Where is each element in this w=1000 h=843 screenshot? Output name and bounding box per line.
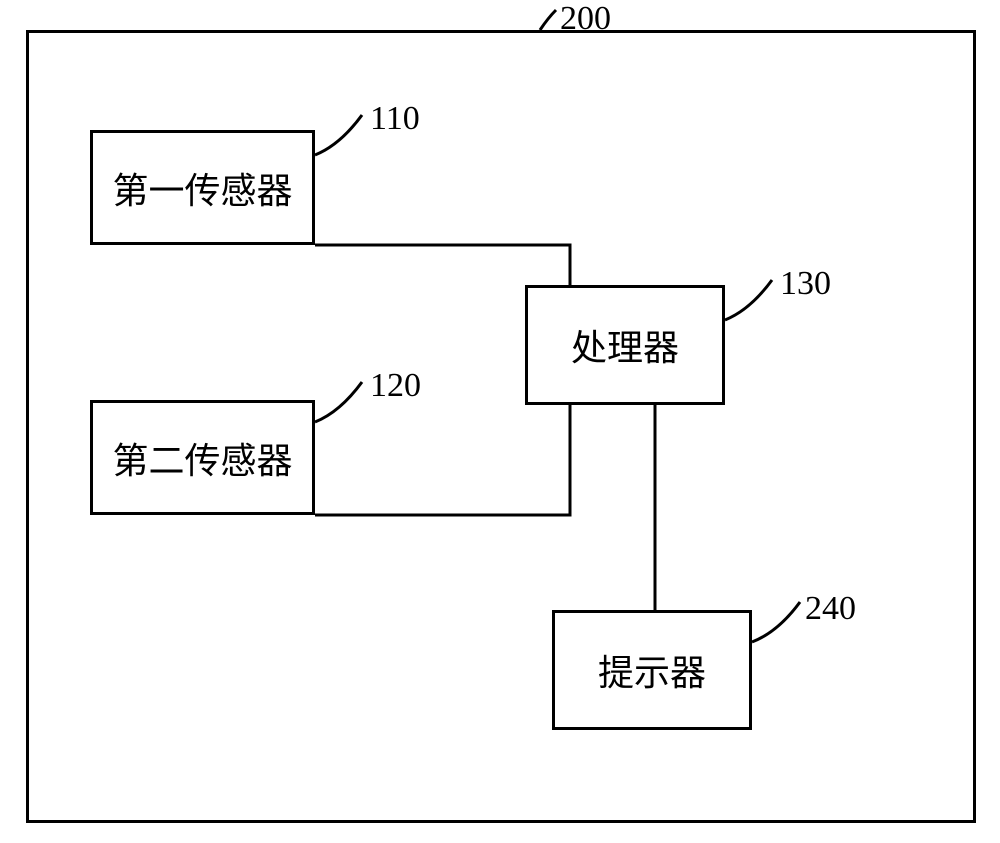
ref-label-200: 200 bbox=[560, 0, 611, 38]
diagram-canvas: 第一传感器 第二传感器 处理器 提示器 200 110 120 130 240 bbox=[0, 0, 1000, 843]
block-sensor2-label: 第二传感器 bbox=[112, 432, 292, 484]
block-processor-label: 处理器 bbox=[571, 319, 679, 371]
ref-label-120: 120 bbox=[370, 367, 421, 405]
ref-label-240: 240 bbox=[805, 590, 856, 628]
block-sensor1-label: 第一传感器 bbox=[112, 162, 292, 214]
block-sensor2: 第二传感器 bbox=[90, 400, 315, 515]
ref-label-130: 130 bbox=[780, 265, 831, 303]
block-sensor1: 第一传感器 bbox=[90, 130, 315, 245]
block-prompter: 提示器 bbox=[552, 610, 752, 730]
ref-label-110: 110 bbox=[370, 100, 420, 138]
block-processor: 处理器 bbox=[525, 285, 725, 405]
block-prompter-label: 提示器 bbox=[598, 644, 706, 696]
